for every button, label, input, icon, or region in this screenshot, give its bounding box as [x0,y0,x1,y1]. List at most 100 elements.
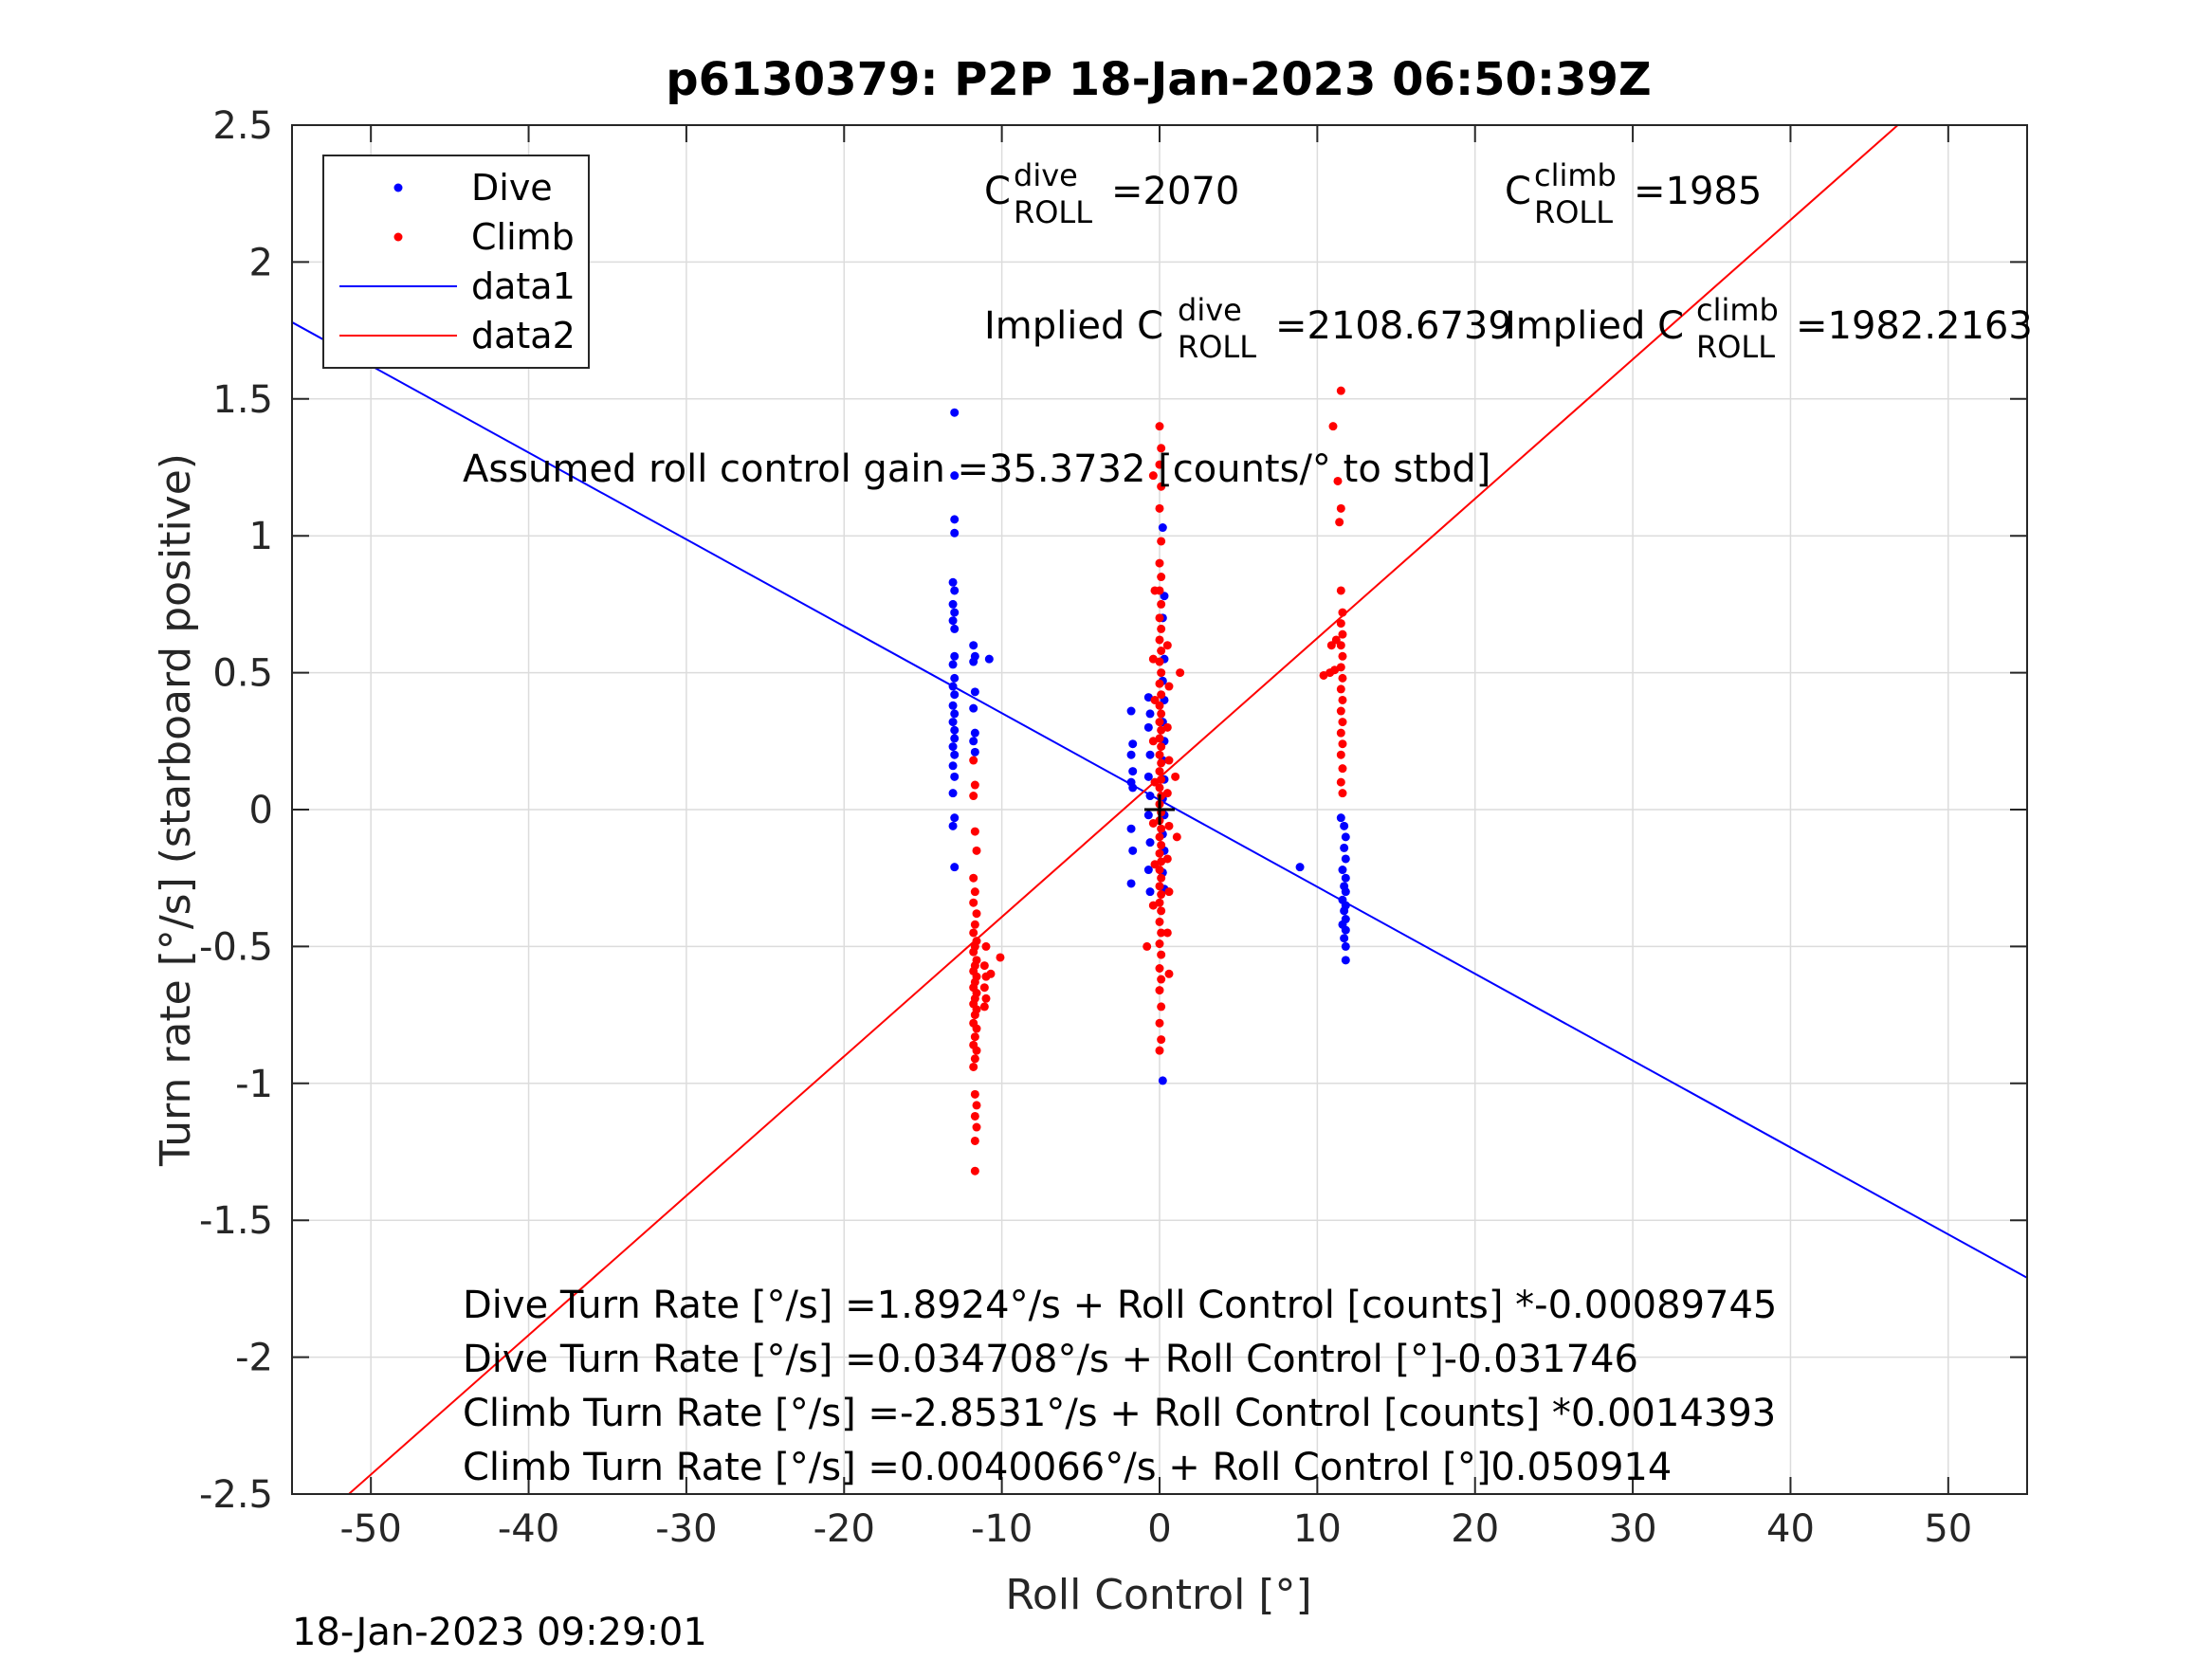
climb-point [1157,537,1166,546]
dive-point [950,813,960,823]
climb-point [1155,1046,1164,1055]
dive-point [950,725,960,735]
climb-point [1328,422,1338,431]
dive-point [1158,523,1167,533]
climb-point [1157,742,1166,752]
svg-text:=1985: =1985 [1634,170,1762,213]
climb-point [1164,969,1174,978]
dive-point [1340,934,1349,943]
dive-point [1295,863,1305,872]
climb-point [969,947,978,957]
y-tick-label: -0.5 [199,925,273,969]
c-roll-dive-sup: dive [1014,157,1078,193]
dive-point [1145,838,1155,848]
climb-point [1336,619,1345,629]
climb-point [972,1122,981,1132]
climb-point [1162,641,1172,650]
climb-point [972,1101,981,1110]
y-tick-label: 2 [249,241,273,284]
origin-marker [1144,794,1175,825]
climb-point [1155,939,1164,949]
legend: Dive Climb data1 data2 [322,155,590,369]
climb-point [1155,964,1164,974]
dive-point [969,641,978,650]
implied-climb-sub: ROLL [1696,329,1775,365]
climb-point [1155,635,1164,645]
legend-marker-dive [393,183,403,192]
climb-point [1155,422,1164,431]
y-tick-label: 2.5 [212,104,273,148]
dive-point [948,701,958,710]
dive-point [950,772,960,781]
climb-point [1338,695,1347,704]
dive-point [948,616,958,626]
climb-point [1157,709,1166,719]
svg-text:ROLL: ROLL [1534,194,1613,230]
climb-point [1157,975,1166,984]
svg-text:ROLL: ROLL [1014,194,1092,230]
legend-label-dive: Dive [471,167,553,209]
equation-climb-counts: Climb Turn Rate [°/s] =-2.8531°/s + Roll… [463,1392,1776,1435]
dive-point [1126,879,1136,888]
climb-point [1157,928,1166,938]
climb-point [972,846,981,855]
dive-point [950,673,960,683]
c-roll-climb-sub: ROLL [1534,194,1613,230]
climb-point [1171,772,1180,781]
climb-point [1172,832,1181,842]
dive-point [1128,739,1138,749]
dive-point [950,690,960,700]
climb-point [969,792,978,801]
x-tick-label: 10 [1293,1507,1342,1551]
dive-point [950,651,960,661]
climb-point [1155,701,1164,710]
c-roll-dive-sub: ROLL [1014,194,1092,230]
dive-point [1145,792,1155,801]
climb-point [1155,657,1164,666]
legend-label-data2: data2 [471,315,576,356]
climb-point [1335,518,1344,527]
climb-point [1162,722,1172,732]
climb-point [1155,986,1164,995]
implied-dive-sub: ROLL [1178,329,1256,365]
climb-point [1338,718,1347,727]
annotation-implied-climb: Implied C climb ROLL =1982.2163 [1505,292,2033,365]
equation-dive-degrees: Dive Turn Rate [°/s] =0.034708°/s + Roll… [463,1338,1638,1381]
climb-point [1326,641,1336,650]
climb-point [1155,586,1164,595]
climb-point [1157,624,1166,633]
climb-point [969,928,978,938]
legend-marker-climb [393,232,403,242]
climb-point [970,887,979,897]
climb-point [1155,750,1164,759]
climb-point [1157,690,1166,700]
dive-point [1336,813,1345,823]
dive-point [950,608,960,617]
x-tick-label: 40 [1766,1507,1815,1551]
climb-point [1338,739,1347,749]
climb-point [970,920,979,929]
svg-text:climb: climb [1696,292,1779,328]
dive-point [950,515,960,524]
dive-point [1143,772,1153,781]
annotation-implied-dive: Implied C dive ROLL =2108.6739 [984,292,1512,365]
climb-point [1157,775,1166,784]
climb-point [1162,854,1172,864]
x-tick-label: -50 [340,1507,402,1551]
climb-point [1155,866,1164,875]
climb-point [970,1166,979,1176]
dive-point [970,687,979,697]
climb-point [1157,906,1166,916]
legend-label-climb: Climb [471,216,575,258]
climb-point [979,983,989,993]
climb-point [1148,471,1158,481]
dive-point [970,728,979,738]
svg-text:climb: climb [1534,157,1617,193]
c-roll-dive-value: =2070 [1111,170,1239,213]
dive-point [1145,887,1155,897]
climb-point [972,1046,981,1055]
climb-point [1336,386,1345,395]
climb-point [969,756,978,765]
climb-point [1155,917,1164,926]
